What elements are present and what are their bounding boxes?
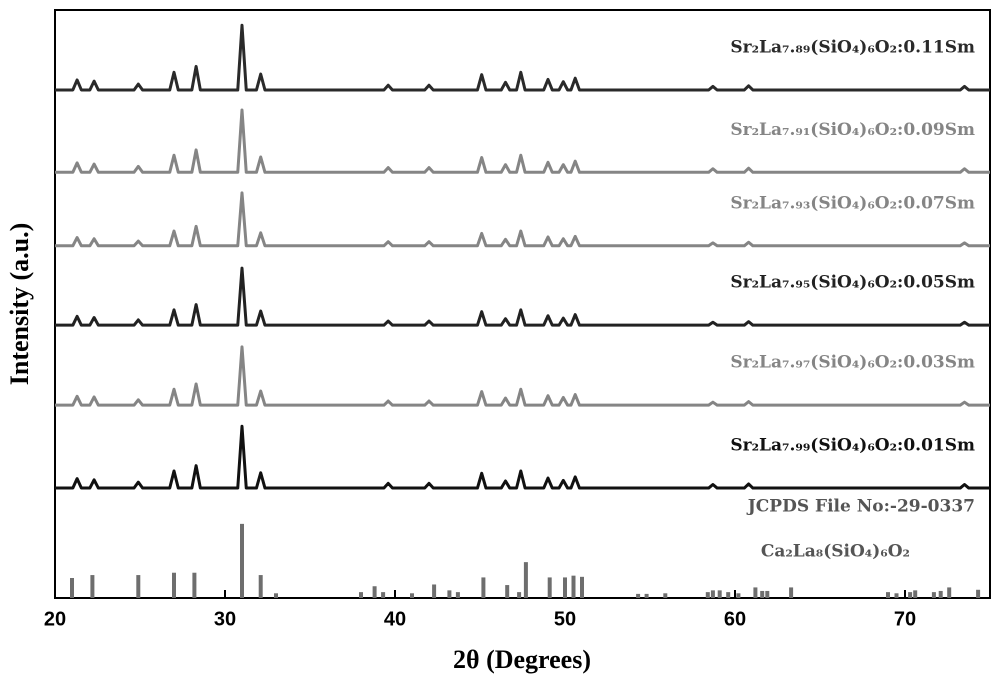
- reference-source: JCPDS File No:-29-0337: [746, 497, 975, 517]
- x-tick-label: 50: [554, 608, 576, 630]
- y-axis-label: Intensity (a.u.): [5, 223, 34, 386]
- x-tick-label: 20: [44, 608, 66, 630]
- x-tick-label: 30: [214, 608, 236, 630]
- x-tick-label: 70: [894, 608, 916, 630]
- series-label: Sr₂La₇.₉₅(SiO₄)₆O₂:0.05Sm: [730, 273, 975, 293]
- series-label: Sr₂La₇.₉₉(SiO₄)₆O₂:0.01Sm: [730, 436, 975, 456]
- series-label: Sr₂La₇.₈₉(SiO₄)₆O₂:0.11Sm: [730, 37, 975, 57]
- x-tick-label: 60: [724, 608, 746, 630]
- series-label: Sr₂La₇.₉₇(SiO₄)₆O₂:0.03Sm: [730, 353, 975, 373]
- series-label: Sr₂La₇.₉₁(SiO₄)₆O₂:0.09Sm: [730, 120, 975, 140]
- x-axis-label: 2θ (Degrees): [453, 645, 591, 674]
- reference-name: Ca₂La₈(SiO₄)₆O₂: [761, 542, 910, 562]
- series-label: Sr₂La₇.₉₃(SiO₄)₆O₂:0.07Sm: [730, 193, 975, 213]
- spectrum-line: [55, 25, 990, 90]
- x-tick-label: 40: [384, 608, 406, 630]
